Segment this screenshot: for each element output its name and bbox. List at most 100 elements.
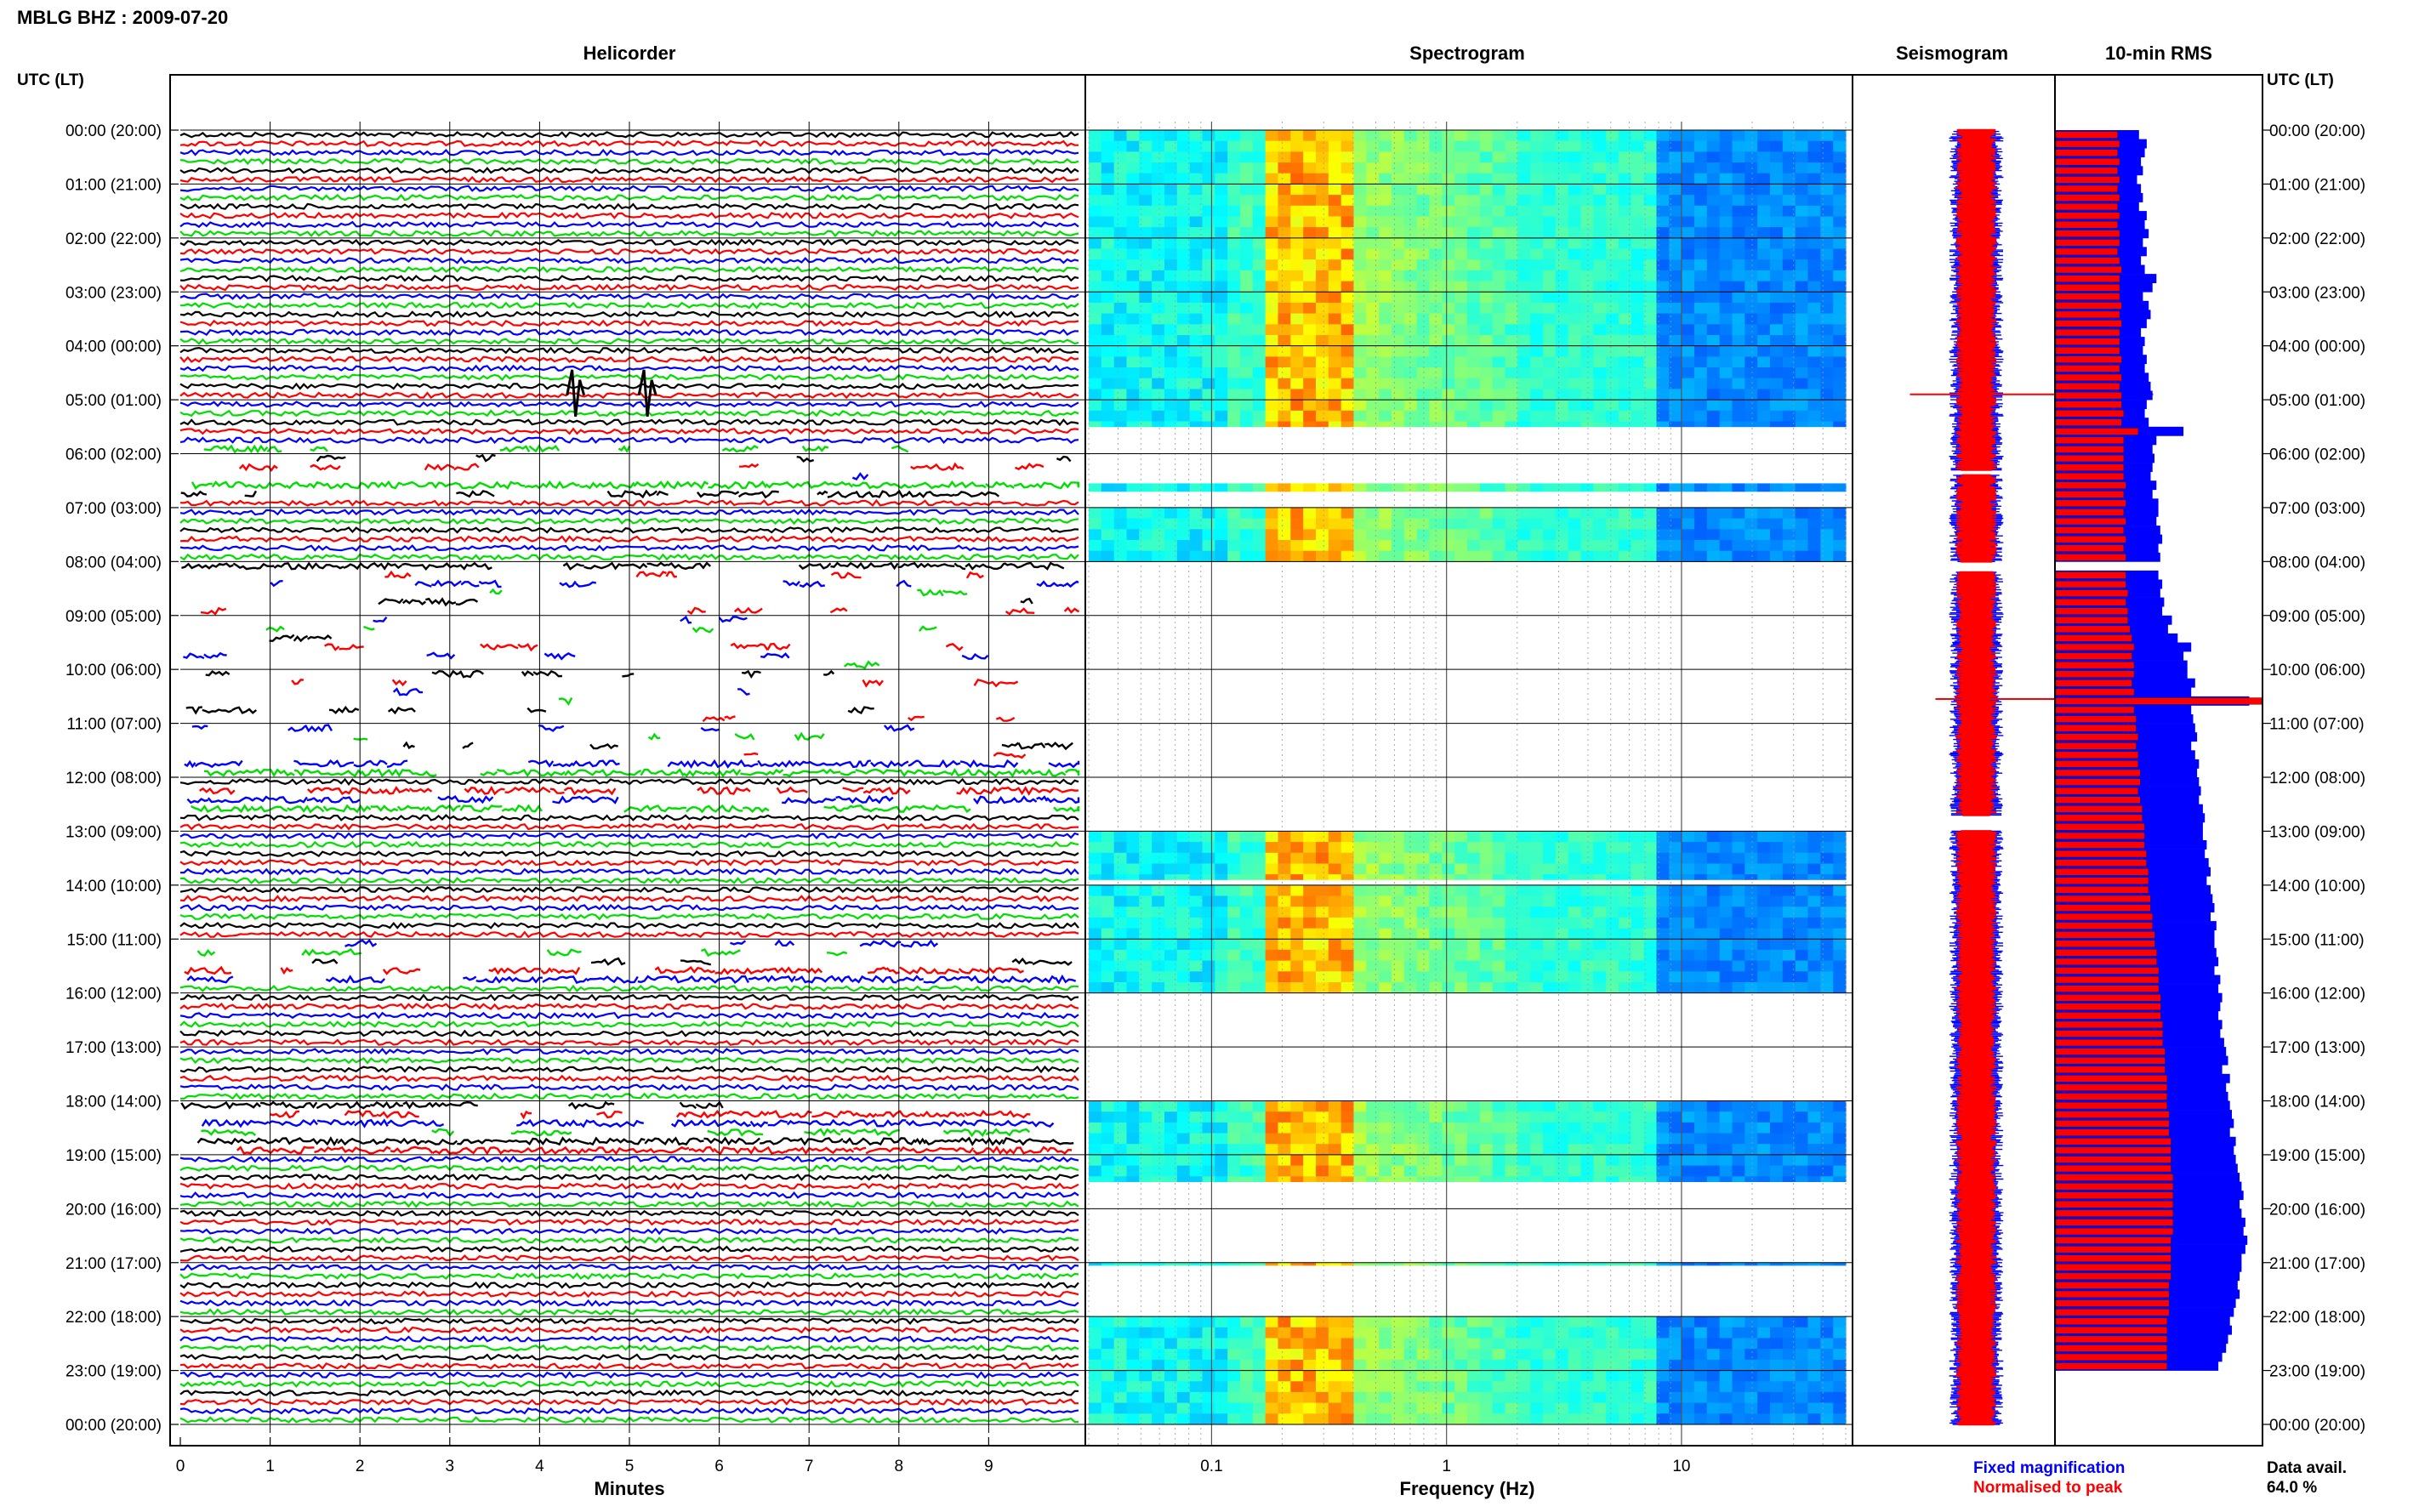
helicorder-trace-segment xyxy=(695,1100,724,1109)
spectrogram-cell xyxy=(1631,356,1645,368)
spectrogram-cell xyxy=(1517,237,1531,249)
spectrogram-cell xyxy=(1833,1402,1847,1414)
helicorder-trace-segment xyxy=(456,490,480,498)
spectrogram-cell xyxy=(1833,1176,1847,1182)
spectrogram-cell xyxy=(1089,162,1102,174)
spectrogram-cell xyxy=(1694,907,1708,918)
spectrogram-cell xyxy=(1593,852,1607,864)
spectrogram-cell xyxy=(1820,324,1834,336)
spectrogram-cell xyxy=(1694,831,1708,843)
spectrogram-cell xyxy=(1719,400,1733,412)
spectrogram-cell xyxy=(1580,302,1594,314)
spectrogram-cell xyxy=(1770,335,1784,347)
spectrogram-cell xyxy=(1366,1111,1380,1123)
spectrogram-cell xyxy=(1442,335,1455,347)
spectrogram-cell xyxy=(1240,1111,1254,1123)
rms-bar-normalised xyxy=(2055,355,2122,363)
spectrogram-cell xyxy=(1227,1262,1241,1266)
spectrogram-cell xyxy=(1164,173,1178,185)
rms-bar-normalised xyxy=(2055,634,2132,642)
spectrogram-cell xyxy=(1152,389,1165,401)
rms-bar-normalised xyxy=(2055,877,2149,884)
spectrogram-cell xyxy=(1580,928,1594,940)
spectrogram-cell xyxy=(1706,335,1721,347)
spectrogram-cell xyxy=(1606,1122,1619,1134)
spectrogram-cell xyxy=(1340,907,1355,918)
spectrogram-cell xyxy=(1152,529,1165,541)
spectrogram-cell xyxy=(1656,367,1670,379)
spectrogram-cell xyxy=(1568,216,1582,228)
spectrogram-cell xyxy=(1631,248,1645,260)
spectrogram-cell xyxy=(1745,518,1758,530)
helicorder-trace-segment xyxy=(492,1137,541,1145)
spectrogram-cell xyxy=(1303,1165,1317,1177)
spectrogram-cell xyxy=(1089,507,1102,519)
spectrogram-cell xyxy=(1303,907,1317,918)
spectrogram-cell xyxy=(1606,1154,1619,1166)
spectrogram-cell xyxy=(1555,356,1569,368)
spectrogram-cell xyxy=(1366,842,1380,854)
spectrogram-cell xyxy=(1353,852,1367,864)
spectrogram-cell xyxy=(1340,518,1355,530)
spectrogram-cell xyxy=(1757,1327,1771,1339)
spectrogram-cell xyxy=(1303,259,1317,271)
helicorder-trace-segment xyxy=(237,444,269,454)
spectrogram-cell xyxy=(1392,216,1405,228)
spectrogram-cell xyxy=(1215,259,1228,271)
rms-bar-normalised xyxy=(2055,975,2160,984)
spectrogram-cell xyxy=(1505,205,1518,217)
helicorder-trace-segment xyxy=(316,1100,371,1110)
spectrogram-cell xyxy=(1606,345,1619,357)
spectrogram-cell xyxy=(1606,842,1619,854)
spectrogram-cell xyxy=(1745,960,1758,972)
spectrogram-cell xyxy=(1656,389,1670,401)
spectrogram-cell xyxy=(1492,550,1506,562)
spectrogram-cell xyxy=(1820,960,1834,972)
helicorder-trace-segment xyxy=(733,606,763,614)
spectrogram-cell xyxy=(1782,1338,1796,1350)
spectrogram-cell xyxy=(1416,1391,1431,1403)
rms-bar-normalised xyxy=(2055,1003,2161,1010)
spectrogram-cell xyxy=(1543,281,1557,293)
spectrogram-cell xyxy=(1126,367,1140,379)
spectrogram-cell xyxy=(1290,960,1304,972)
spectrogram-cell xyxy=(1454,550,1468,562)
spectrogram-cell xyxy=(1719,907,1733,918)
helicorder-trace-segment xyxy=(1001,742,1020,748)
spectrogram-cell xyxy=(1606,389,1619,401)
spectrogram-cell xyxy=(1770,1133,1784,1145)
spectrogram-cell xyxy=(1619,907,1632,918)
spectrogram-cell xyxy=(1454,195,1468,207)
helicorder-trace-segment xyxy=(760,652,790,659)
spectrogram-cell xyxy=(1631,1111,1645,1123)
spectrogram-cell xyxy=(1176,281,1191,293)
spectrogram-cell xyxy=(1568,1133,1582,1145)
spectrogram-cell xyxy=(1505,884,1518,896)
spectrogram-cell xyxy=(1340,831,1355,843)
spectrogram-cell xyxy=(1340,1262,1355,1266)
spectrogram-cell xyxy=(1505,895,1518,907)
spectrogram-cell xyxy=(1353,292,1367,304)
spectrogram-cell xyxy=(1303,1316,1317,1328)
spectrogram-cell xyxy=(1479,507,1494,519)
spectrogram-cell xyxy=(1379,917,1392,929)
spectrogram-cell xyxy=(1555,173,1569,185)
spectrogram-cell xyxy=(1694,259,1708,271)
spectrogram-cell xyxy=(1278,842,1291,854)
spectrogram-cell xyxy=(1732,140,1745,152)
spectrogram-cell xyxy=(1316,1359,1329,1371)
spectrogram-cell xyxy=(1467,1133,1481,1145)
spectrogram-cell xyxy=(1795,1359,1809,1371)
helicorder-trace-segment xyxy=(942,589,968,596)
spectrogram-cell xyxy=(1795,335,1809,347)
spectrogram-cell xyxy=(1278,1144,1291,1156)
spectrogram-cell xyxy=(1101,842,1115,854)
spectrogram-cell xyxy=(1820,917,1834,929)
spectrogram-cell xyxy=(1631,410,1645,422)
spectrogram-cell xyxy=(1265,1327,1279,1339)
spectrogram-cell xyxy=(1820,248,1834,260)
spectrogram-cell xyxy=(1555,1111,1569,1123)
spectrogram-cell xyxy=(1643,1327,1658,1339)
spectrogram-cell xyxy=(1732,259,1745,271)
rms-bar-normalised xyxy=(2055,1201,2174,1208)
